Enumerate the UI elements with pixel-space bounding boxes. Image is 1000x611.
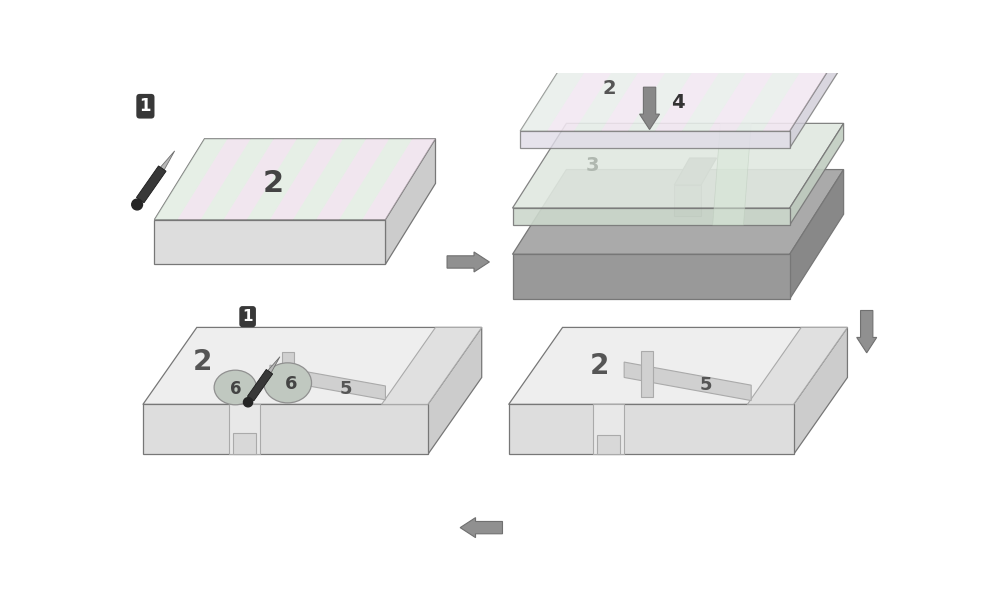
Polygon shape xyxy=(520,46,844,131)
Polygon shape xyxy=(247,139,320,219)
Polygon shape xyxy=(655,46,736,131)
Polygon shape xyxy=(790,123,844,225)
Polygon shape xyxy=(224,139,297,219)
Polygon shape xyxy=(624,362,751,401)
Polygon shape xyxy=(233,433,256,455)
Text: 2: 2 xyxy=(590,352,609,380)
Text: 2: 2 xyxy=(602,79,616,98)
Polygon shape xyxy=(790,46,844,148)
Text: 1: 1 xyxy=(242,309,253,324)
Polygon shape xyxy=(512,254,790,299)
Text: 4: 4 xyxy=(671,93,685,112)
Polygon shape xyxy=(512,208,790,225)
Polygon shape xyxy=(736,46,817,131)
Polygon shape xyxy=(794,327,847,455)
Polygon shape xyxy=(268,357,280,373)
Polygon shape xyxy=(136,166,166,203)
Polygon shape xyxy=(247,370,273,401)
Polygon shape xyxy=(709,46,790,131)
Text: 1: 1 xyxy=(140,97,151,115)
Polygon shape xyxy=(270,139,343,219)
Polygon shape xyxy=(628,46,709,131)
Polygon shape xyxy=(270,365,385,400)
Polygon shape xyxy=(382,327,482,404)
Polygon shape xyxy=(282,352,294,398)
Polygon shape xyxy=(143,404,428,455)
Polygon shape xyxy=(509,327,847,404)
Polygon shape xyxy=(316,139,389,219)
Polygon shape xyxy=(574,46,655,131)
Text: 5: 5 xyxy=(339,379,352,398)
Polygon shape xyxy=(520,46,601,131)
Text: 5: 5 xyxy=(699,376,712,394)
Text: 6: 6 xyxy=(230,380,241,398)
Polygon shape xyxy=(154,139,228,219)
Polygon shape xyxy=(790,170,844,299)
FancyArrow shape xyxy=(447,252,489,272)
Polygon shape xyxy=(385,139,436,265)
Polygon shape xyxy=(512,170,844,254)
Polygon shape xyxy=(154,219,385,265)
Polygon shape xyxy=(293,139,366,219)
Polygon shape xyxy=(509,404,794,455)
Polygon shape xyxy=(547,46,628,131)
Circle shape xyxy=(243,398,253,407)
Circle shape xyxy=(132,199,143,210)
Polygon shape xyxy=(229,404,260,455)
Polygon shape xyxy=(682,46,763,131)
Polygon shape xyxy=(641,351,653,397)
Polygon shape xyxy=(674,185,701,216)
Text: 2: 2 xyxy=(263,169,284,198)
Polygon shape xyxy=(160,151,175,170)
Polygon shape xyxy=(520,131,790,148)
Polygon shape xyxy=(674,158,717,185)
FancyArrow shape xyxy=(640,87,660,130)
Polygon shape xyxy=(593,404,624,455)
Polygon shape xyxy=(154,139,436,219)
Polygon shape xyxy=(601,46,682,131)
Polygon shape xyxy=(201,139,274,219)
Text: 3: 3 xyxy=(586,156,599,175)
Polygon shape xyxy=(512,123,844,208)
FancyArrow shape xyxy=(857,310,877,353)
Polygon shape xyxy=(339,139,412,219)
FancyArrow shape xyxy=(460,518,502,538)
Polygon shape xyxy=(763,46,844,131)
Polygon shape xyxy=(747,327,847,404)
Polygon shape xyxy=(178,139,251,219)
Polygon shape xyxy=(428,327,482,455)
Polygon shape xyxy=(143,327,482,404)
Polygon shape xyxy=(713,123,751,225)
Polygon shape xyxy=(362,139,436,219)
Ellipse shape xyxy=(264,363,312,403)
Text: 2: 2 xyxy=(193,348,212,376)
Text: 6: 6 xyxy=(285,375,298,393)
Polygon shape xyxy=(597,435,620,455)
Ellipse shape xyxy=(214,370,256,405)
